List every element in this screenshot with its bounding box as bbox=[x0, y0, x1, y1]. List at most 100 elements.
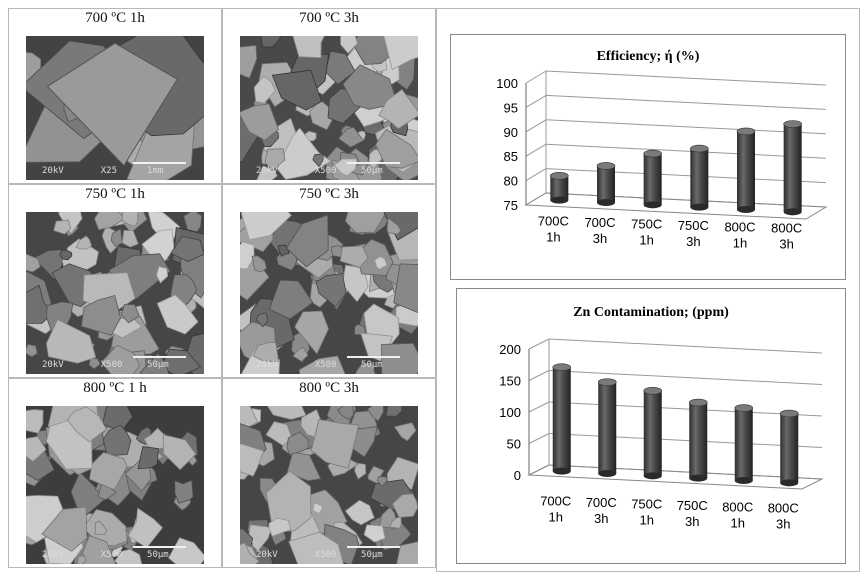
x-category-label: 700C bbox=[584, 215, 615, 230]
bar-cylinder-base bbox=[643, 201, 662, 209]
sem-cell bbox=[8, 378, 222, 568]
efficiency-chart-title: Efficiency; ή (%) bbox=[596, 49, 700, 64]
sem-micrograph: 20kV X500 50µm bbox=[26, 406, 204, 564]
bar-cylinder bbox=[734, 408, 753, 481]
y-tick-label: 75 bbox=[504, 198, 518, 213]
y-tick-label: 100 bbox=[496, 76, 518, 91]
gridline-side bbox=[525, 94, 547, 108]
sem-voltage-label: 20kV bbox=[42, 360, 64, 370]
sem-cell bbox=[222, 378, 436, 568]
sem-micrograph: 20kV X500 50µm bbox=[240, 406, 418, 564]
bar-cylinder bbox=[690, 148, 709, 208]
y-tick-label: 100 bbox=[499, 405, 521, 420]
sem-scalebar-label: 50µm bbox=[361, 550, 383, 560]
bar-cylinder-top bbox=[596, 162, 616, 170]
bar-cylinder-top bbox=[552, 363, 572, 372]
x-category-label: 800C bbox=[771, 221, 802, 236]
bar-cylinder-base bbox=[598, 470, 617, 477]
x-category-label: 1h bbox=[640, 513, 654, 528]
bar-cylinder-base bbox=[552, 467, 571, 475]
zn-chart-title: Zn Contamination; (ppm) bbox=[573, 305, 729, 320]
floor bbox=[527, 464, 824, 490]
x-category-label: 3h bbox=[594, 511, 608, 526]
sem-caption: 700 ºC 3h bbox=[299, 10, 359, 26]
x-category-label: 700C bbox=[586, 495, 617, 510]
sem-magnification-label: X500 bbox=[314, 360, 337, 370]
sem-scalebar bbox=[132, 356, 187, 358]
sem-caption: 750 ºC 1h bbox=[85, 186, 145, 202]
x-category-label: 3h bbox=[779, 237, 793, 252]
bar-cylinder bbox=[550, 175, 569, 201]
y-tick-label: 150 bbox=[499, 374, 521, 389]
bar-cylinder-base bbox=[689, 474, 708, 482]
gridline-side bbox=[525, 168, 547, 182]
x-category-label: 1h bbox=[639, 233, 653, 248]
x-category-label: 3h bbox=[686, 234, 700, 249]
bar-cylinder-top bbox=[597, 378, 617, 386]
sem-magnification-label: X500 bbox=[100, 360, 123, 370]
bar-cylinder-top bbox=[736, 127, 756, 136]
sem-caption: 800 ºC 3h bbox=[299, 380, 359, 396]
sem-micrograph: 20kV X25 1mm bbox=[26, 36, 204, 180]
sem-scalebar bbox=[346, 356, 401, 358]
y-tick-label: 0 bbox=[514, 468, 521, 483]
sem-scalebar-label: 1mm bbox=[147, 166, 164, 176]
sem-scalebar bbox=[346, 162, 401, 164]
sem-voltage-label: 20kV bbox=[256, 360, 278, 370]
bar-cylinder-top bbox=[783, 120, 802, 128]
gridline-side bbox=[528, 370, 550, 381]
gridline-side bbox=[525, 119, 547, 133]
gridline-side bbox=[528, 401, 550, 413]
x-category-label: 800C bbox=[724, 219, 755, 234]
gridline-side bbox=[528, 433, 550, 444]
sem-micrograph: 20kV X500 50µm bbox=[240, 36, 418, 180]
y-tick-label: 80 bbox=[504, 174, 518, 189]
sem-scalebar-label: 50µm bbox=[361, 166, 383, 176]
sem-magnification-label: X500 bbox=[314, 550, 337, 560]
bar-cylinder bbox=[783, 123, 802, 212]
y-tick-label: 200 bbox=[499, 342, 521, 357]
gridline bbox=[545, 168, 827, 184]
gridline bbox=[548, 370, 823, 385]
x-category-label: 1h bbox=[733, 235, 747, 250]
bar-cylinder-base bbox=[783, 208, 802, 216]
y-tick-label: 90 bbox=[504, 125, 518, 140]
sem-cell bbox=[222, 8, 436, 184]
gridline bbox=[545, 70, 827, 86]
bar-cylinder-base bbox=[550, 196, 569, 204]
y-tick-label: 50 bbox=[507, 437, 521, 452]
bar-cylinder-top bbox=[643, 386, 663, 395]
x-category-label: 750C bbox=[677, 498, 708, 513]
bar-cylinder-top bbox=[643, 149, 662, 158]
x-category-label: 800C bbox=[722, 499, 753, 514]
gridline bbox=[548, 433, 823, 448]
sem-caption: 750 ºC 3h bbox=[299, 186, 359, 202]
sem-scalebar bbox=[132, 546, 187, 548]
x-category-label: 700C bbox=[540, 494, 571, 509]
bar-cylinder-base bbox=[643, 472, 662, 480]
sem-cell bbox=[8, 8, 222, 184]
bar-cylinder-top bbox=[734, 404, 754, 412]
bar-cylinder-top bbox=[690, 144, 709, 153]
sem-magnification-label: X500 bbox=[100, 550, 123, 560]
gridline bbox=[545, 94, 827, 110]
sem-caption: 700 ºC 1h bbox=[85, 10, 145, 26]
bar-cylinder-base bbox=[734, 477, 753, 484]
sem-scalebar-label: 50µm bbox=[147, 360, 169, 370]
bar-cylinder-base bbox=[780, 479, 799, 487]
sem-magnification-label: X500 bbox=[314, 166, 337, 176]
bar-cylinder-base bbox=[597, 199, 615, 206]
sem-voltage-label: 20kV bbox=[256, 166, 278, 176]
gridline bbox=[545, 119, 827, 135]
x-category-label: 1h bbox=[549, 510, 563, 525]
bar-cylinder-top bbox=[688, 398, 708, 407]
bar-cylinder bbox=[597, 165, 615, 203]
gridline-side bbox=[528, 338, 550, 350]
sem-voltage-label: 20kV bbox=[256, 550, 278, 560]
sem-scalebar-label: 50µm bbox=[361, 360, 383, 370]
gridline bbox=[548, 338, 823, 354]
sem-voltage-label: 20kV bbox=[42, 550, 64, 560]
sem-caption: 800 ºC 1 h bbox=[83, 380, 147, 396]
